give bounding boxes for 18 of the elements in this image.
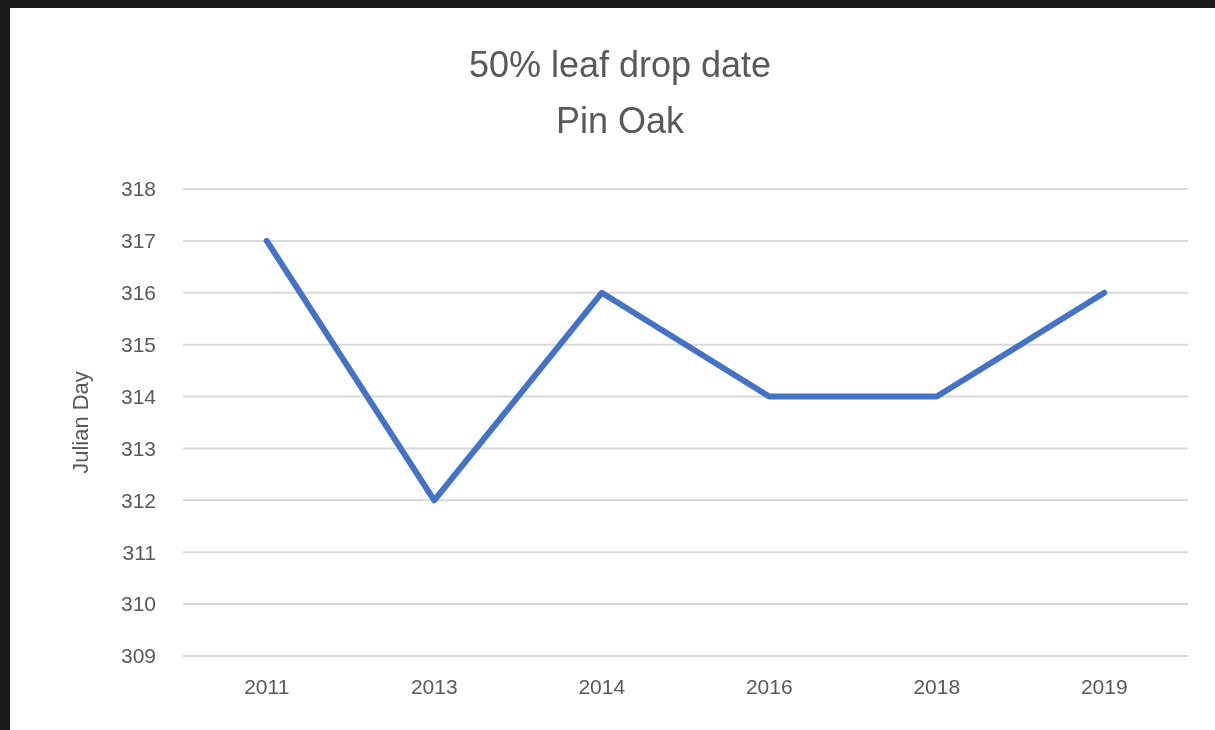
y-tick-label: 309 xyxy=(120,644,156,668)
x-tick-label: 2018 xyxy=(913,675,961,698)
y-tick-label: 315 xyxy=(120,333,156,357)
y-tick-label: 312 xyxy=(120,488,156,512)
chart-title: 50% leaf drop date Pin Oak xyxy=(468,44,772,141)
x-tick-label: 2019 xyxy=(1080,675,1128,698)
y-axis-title: Julian Day xyxy=(68,371,93,474)
y-tick-label: 311 xyxy=(122,540,156,564)
y-tick-label: 314 xyxy=(120,384,157,408)
y-tick-label: 317 xyxy=(120,229,156,253)
x-tick-label: 2013 xyxy=(410,675,458,698)
y-tick-label: 316 xyxy=(120,281,156,305)
y-tick-label: 318 xyxy=(120,177,156,201)
x-tick-label: 2011 xyxy=(244,675,290,698)
y-tick-label: 313 xyxy=(120,436,156,460)
y-tick-label: 310 xyxy=(120,592,156,616)
x-tick-label: 2014 xyxy=(578,675,626,698)
x-tick-label: 2016 xyxy=(745,675,793,698)
